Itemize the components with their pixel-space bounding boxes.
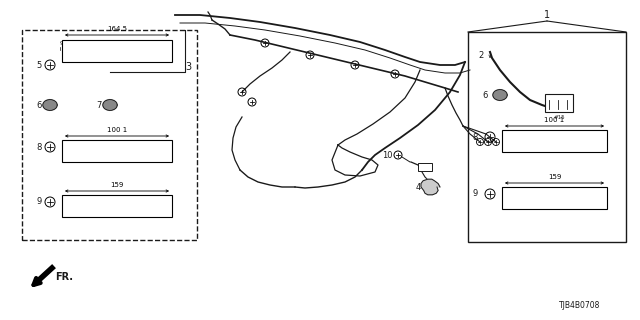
Text: 100 1: 100 1 bbox=[107, 127, 127, 133]
Text: 100 1: 100 1 bbox=[545, 117, 564, 123]
Bar bbox=[62, 140, 172, 162]
Text: 2: 2 bbox=[478, 51, 483, 60]
Bar bbox=[502, 187, 607, 209]
Text: 6: 6 bbox=[483, 91, 488, 100]
Polygon shape bbox=[493, 90, 507, 100]
Text: 1: 1 bbox=[544, 10, 550, 20]
Text: 5: 5 bbox=[36, 60, 42, 69]
Text: 164.5: 164.5 bbox=[107, 26, 127, 32]
Bar bbox=[468, 32, 626, 242]
Text: 9 4: 9 4 bbox=[60, 41, 70, 46]
Bar bbox=[418, 163, 432, 171]
Bar bbox=[62, 195, 172, 217]
Text: 159: 159 bbox=[110, 182, 124, 188]
Text: #15: #15 bbox=[553, 115, 565, 120]
Text: 9: 9 bbox=[473, 189, 478, 198]
Text: 3: 3 bbox=[185, 62, 191, 72]
Text: 8: 8 bbox=[36, 142, 42, 151]
Bar bbox=[502, 130, 607, 152]
Polygon shape bbox=[103, 100, 117, 110]
Text: TJB4B0708: TJB4B0708 bbox=[559, 301, 601, 310]
Text: FR.: FR. bbox=[55, 272, 73, 282]
Polygon shape bbox=[421, 179, 440, 195]
Polygon shape bbox=[43, 100, 57, 110]
Text: 4: 4 bbox=[415, 182, 420, 191]
Bar bbox=[545, 94, 573, 112]
Text: 159: 159 bbox=[548, 174, 561, 180]
Bar bbox=[22, 30, 197, 240]
Text: 10: 10 bbox=[383, 150, 393, 159]
Text: 8: 8 bbox=[472, 132, 478, 141]
Text: 7: 7 bbox=[97, 100, 102, 109]
Text: 6: 6 bbox=[36, 100, 42, 109]
Bar bbox=[62, 40, 172, 62]
Text: 9: 9 bbox=[36, 197, 42, 206]
